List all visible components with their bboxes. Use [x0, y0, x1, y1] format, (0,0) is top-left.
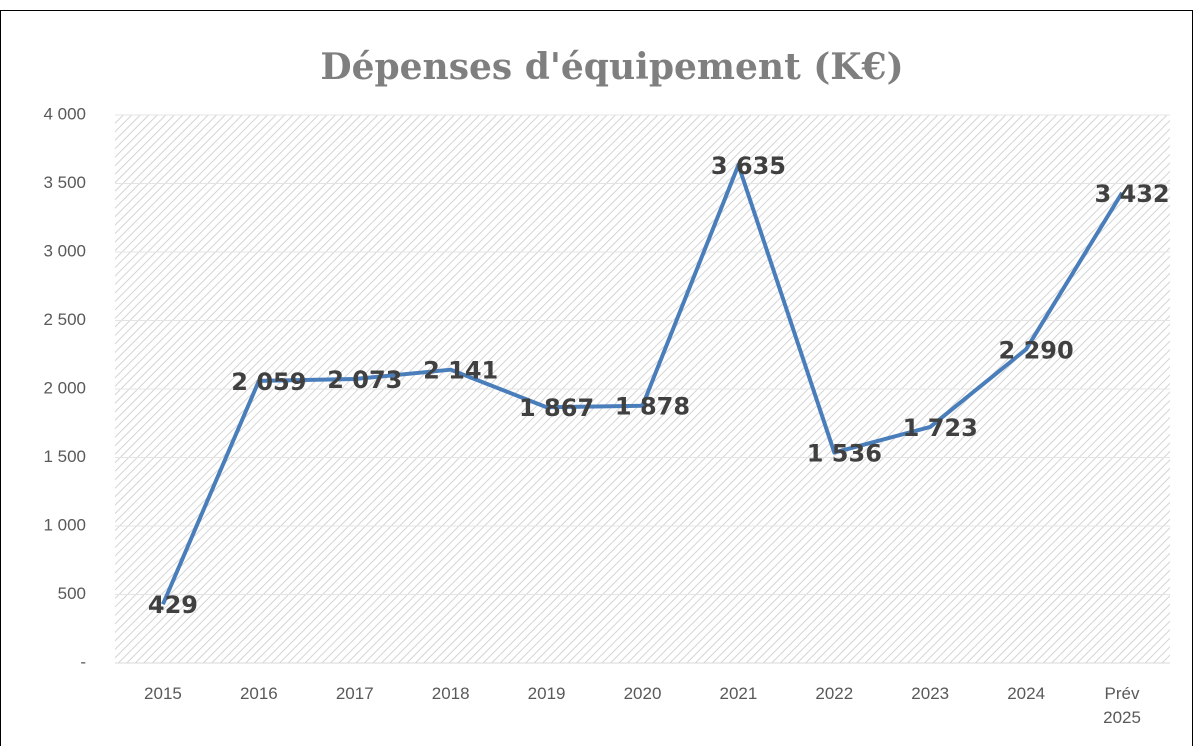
y-tick-label: 2 500: [43, 310, 86, 329]
x-tick-label: 2015: [144, 684, 182, 703]
x-tick-label: 2022: [815, 684, 854, 703]
x-tick-label: 2018: [431, 684, 470, 703]
x-tick-label: 2017: [335, 684, 374, 703]
data-label: 3 635: [711, 152, 786, 180]
y-tick-label: 1 500: [43, 447, 86, 466]
x-tick-label: 2016: [239, 684, 278, 703]
x-tick-label: 2023: [911, 684, 950, 703]
x-tick-label: 2024: [1007, 684, 1046, 703]
data-label: 2 290: [999, 336, 1074, 364]
data-label: 3 432: [1094, 180, 1169, 208]
data-label: 1 723: [903, 414, 978, 442]
y-tick-label: 2 000: [43, 378, 86, 397]
x-tick-label: 2019: [527, 684, 566, 703]
data-label: 2 059: [231, 368, 306, 396]
y-tick-label: 1 000: [43, 515, 86, 534]
x-tick-label: 2021: [719, 684, 758, 703]
x-tick-label: Prév 2025: [1103, 684, 1141, 727]
y-tick-label: 3 000: [43, 241, 86, 260]
data-label: 1 536: [807, 440, 882, 468]
data-label: 2 073: [327, 366, 402, 394]
y-tick-label: -: [80, 652, 86, 671]
y-tick-label: 3 500: [43, 173, 86, 192]
chart-title: Dépenses d'équipement (K€): [320, 46, 903, 88]
y-tick-label: 4 000: [43, 104, 86, 123]
line: [161, 163, 1124, 606]
data-label: 1 878: [615, 393, 690, 421]
y-tick-label: 500: [58, 584, 86, 603]
x-tick-label: 2020: [623, 684, 662, 703]
data-label: 1 867: [519, 394, 594, 422]
data-label: 2 141: [423, 357, 498, 385]
data-label: 429: [148, 591, 198, 619]
